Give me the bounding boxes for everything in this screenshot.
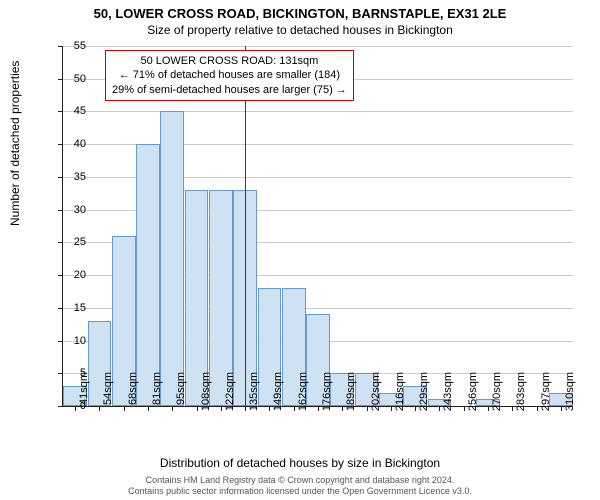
xtick-mark [415,406,416,411]
xtick-mark [318,406,319,411]
xtick-label: 162sqm [297,372,309,414]
ytick-label: 40 [56,138,86,150]
chart-container: 50, LOWER CROSS ROAD, BICKINGTON, BARNST… [0,0,600,500]
xtick-mark [245,406,246,411]
xtick-label: 149sqm [272,372,284,414]
attribution: Contains HM Land Registry data © Crown c… [0,475,600,498]
xtick-mark [488,406,489,411]
xtick-mark [269,406,270,411]
xtick-mark [221,406,222,411]
xtick-label: 108sqm [200,372,212,414]
xtick-mark [197,406,198,411]
xtick-mark [367,406,368,411]
bar [136,144,160,406]
xtick-label: 270sqm [491,372,503,414]
xtick-label: 229sqm [418,372,430,414]
xtick-mark [439,406,440,411]
title-sub: Size of property relative to detached ho… [0,21,600,37]
info-box-line2: ← 71% of detached houses are smaller (18… [112,68,347,82]
xtick-label: 189sqm [345,372,357,414]
x-axis-label: Distribution of detached houses by size … [0,456,600,470]
xtick-mark [99,406,100,411]
ytick-label: 35 [56,171,86,183]
ytick-label: 45 [56,105,86,117]
ytick-label: 15 [56,302,86,314]
xtick-label: 81sqm [151,372,163,414]
xtick-label: 68sqm [127,372,139,414]
info-box-line1: 50 LOWER CROSS ROAD: 131sqm [112,54,347,68]
xtick-label: 216sqm [394,372,406,414]
xtick-label: 95sqm [175,372,187,414]
ytick-label: 30 [56,204,86,216]
xtick-mark [464,406,465,411]
xtick-label: 122sqm [224,372,236,414]
xtick-mark [124,406,125,411]
xtick-label: 54sqm [102,372,114,414]
xtick-mark [294,406,295,411]
ytick-label: 50 [56,73,86,85]
bar [160,111,184,406]
ytick-label: 20 [56,269,86,281]
xtick-label: 256sqm [467,372,479,414]
xtick-mark [172,406,173,411]
ytick-label: 55 [56,40,86,52]
xtick-label: 41sqm [78,372,90,414]
xtick-mark [342,406,343,411]
xtick-mark [561,406,562,411]
xtick-label: 310sqm [564,372,576,414]
info-box-line3: 29% of semi-detached houses are larger (… [112,83,347,97]
xtick-label: 243sqm [442,372,454,414]
gridline [63,46,573,47]
xtick-mark [512,406,513,411]
gridline [63,111,573,112]
xtick-label: 202sqm [370,372,382,414]
xtick-mark [148,406,149,411]
xtick-mark [537,406,538,411]
ytick-label: 25 [56,236,86,248]
attribution-line1: Contains HM Land Registry data © Crown c… [0,475,600,487]
y-axis-label: Number of detached properties [8,61,22,226]
xtick-label: 176sqm [321,372,333,414]
xtick-mark [391,406,392,411]
info-box: 50 LOWER CROSS ROAD: 131sqm← 71% of deta… [105,50,354,101]
title-main: 50, LOWER CROSS ROAD, BICKINGTON, BARNST… [0,0,600,21]
ytick-label: 10 [56,335,86,347]
xtick-label: 283sqm [515,372,527,414]
xtick-label: 297sqm [540,372,552,414]
xtick-label: 135sqm [248,372,260,414]
attribution-line2: Contains public sector information licen… [0,486,600,498]
